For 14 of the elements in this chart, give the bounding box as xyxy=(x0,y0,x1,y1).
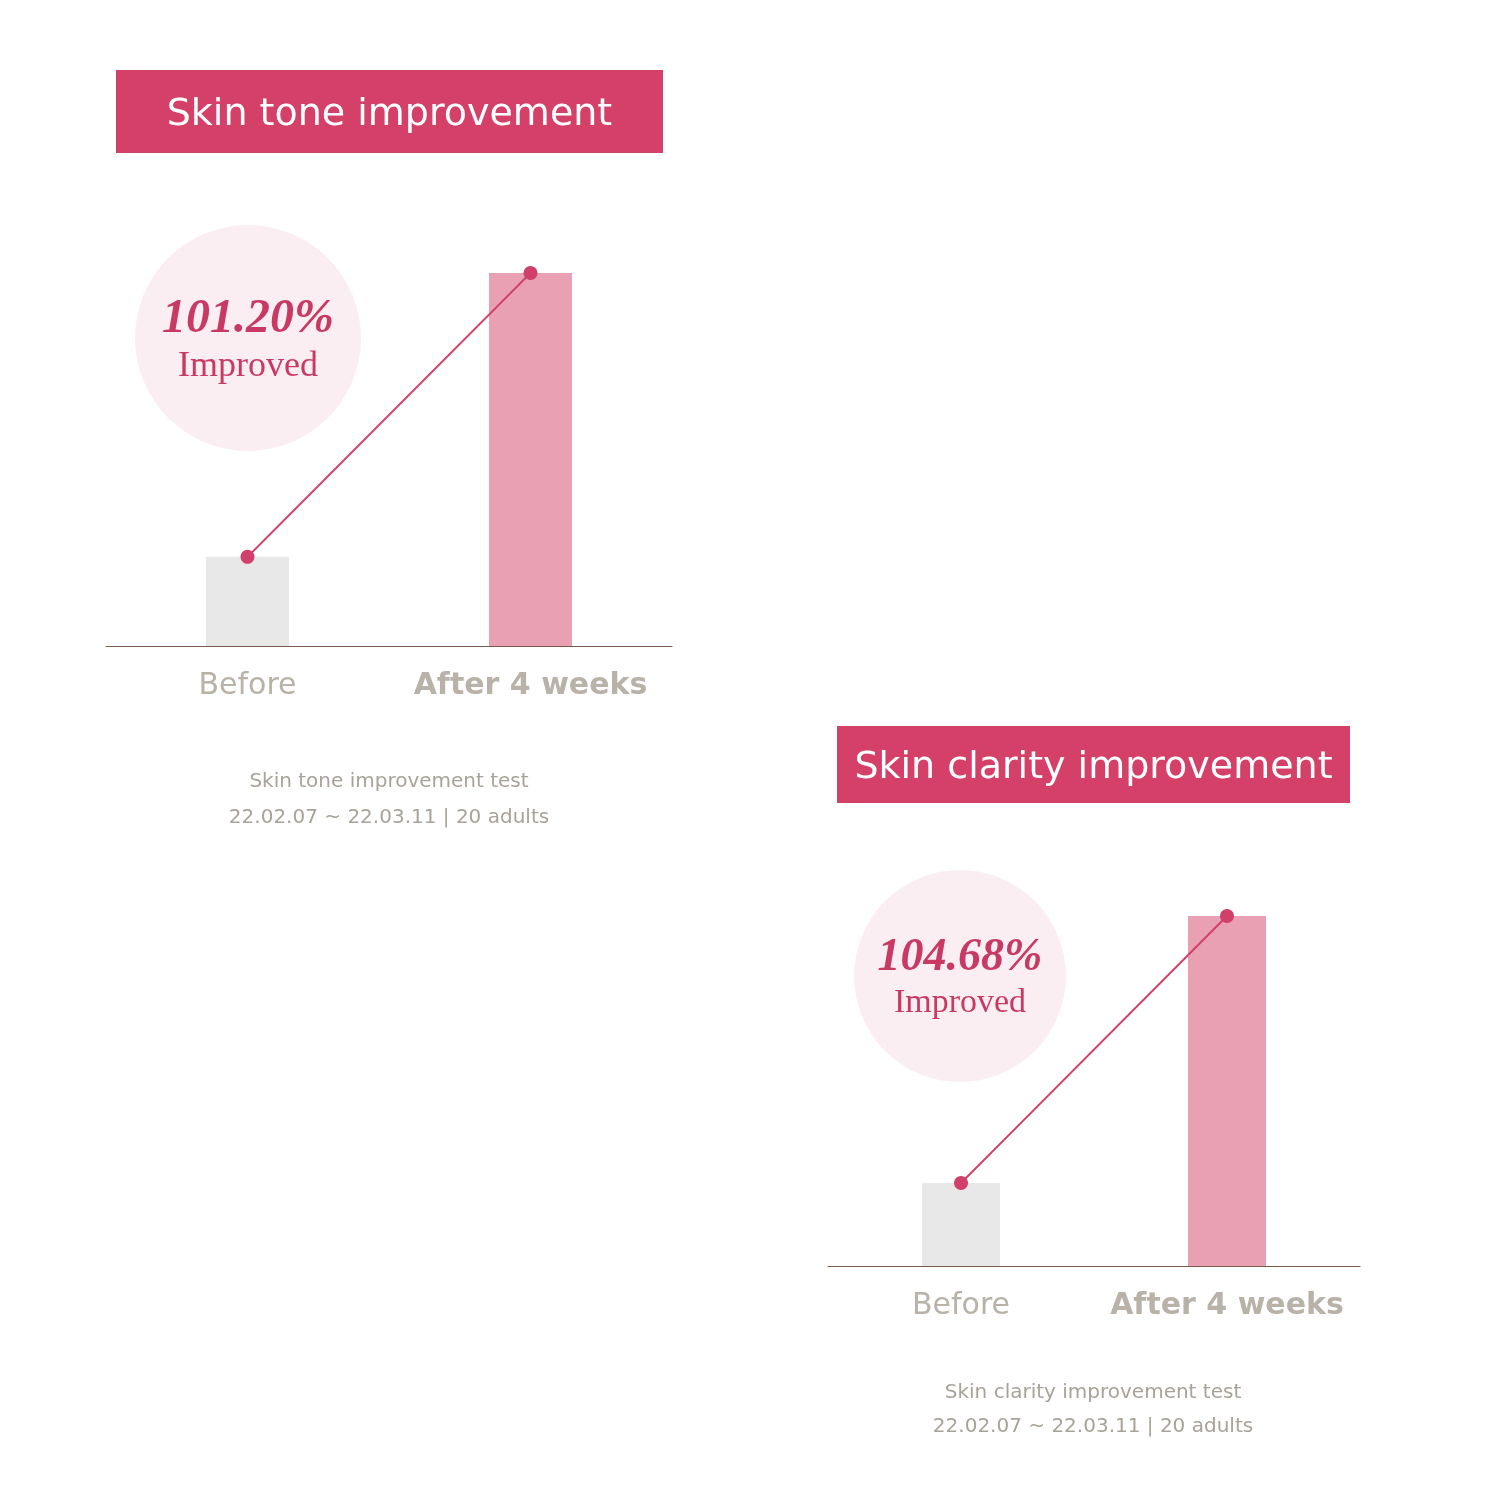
text: 22.02.07 ~ 22.03.11 | 20 adults xyxy=(227,804,551,828)
x-tick-label: After 4 weeks xyxy=(1110,1285,1344,1321)
annotation: Improved xyxy=(893,980,1027,1021)
text: Skin tone improvement test xyxy=(248,768,530,792)
x-tick-label: After 4 weeks xyxy=(413,665,648,701)
x-tick-label: Before xyxy=(198,665,297,701)
x-tick-label: Before xyxy=(911,1285,1011,1321)
chart-title: Skin clarity improvement xyxy=(837,726,1350,803)
text: Skin clarity improvement test xyxy=(943,1379,1243,1403)
text: 22.02.07 ~ 22.03.11 | 20 adults xyxy=(931,1413,1255,1437)
annotation: 101.20% xyxy=(162,289,334,343)
chart-title: Skin tone improvement xyxy=(116,70,663,153)
annotation: Improved xyxy=(178,342,318,386)
annotation: 104.68% xyxy=(877,929,1043,981)
